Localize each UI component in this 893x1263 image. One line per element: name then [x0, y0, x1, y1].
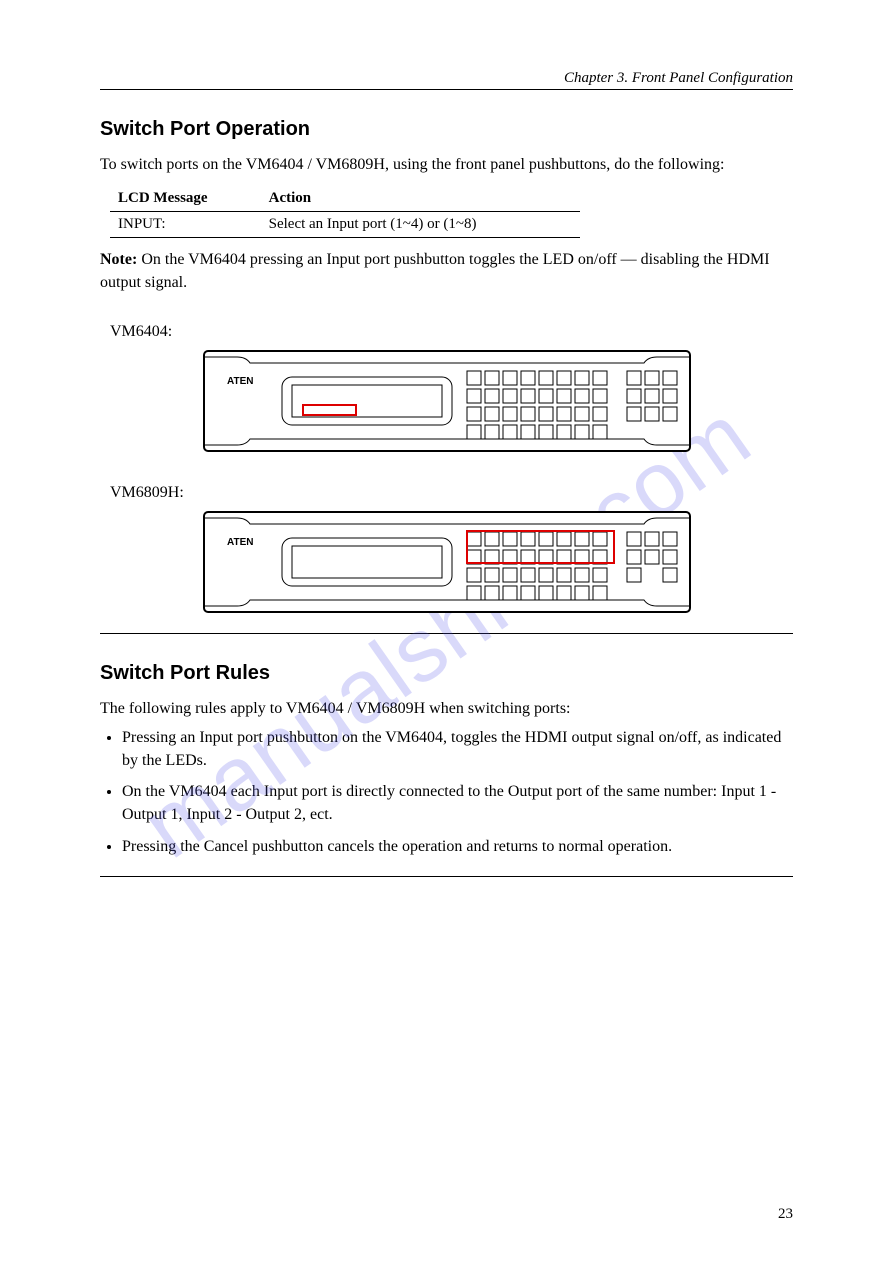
- device-vm6404-svg: ATEN: [202, 349, 692, 454]
- rule-item: Pressing the Cancel pushbutton cancels t…: [122, 835, 793, 858]
- table-header-lcd: LCD Message: [110, 186, 261, 212]
- highlight-rect-buttons: [466, 530, 615, 564]
- note-block: Note: On the VM6404 pressing an Input po…: [100, 248, 793, 294]
- instruction-table: LCD Message Action INPUT: Select an Inpu…: [110, 186, 580, 238]
- note-label: Note:: [100, 251, 137, 268]
- switch-port-intro: To switch ports on the VM6404 / VM6809H,…: [100, 153, 793, 176]
- rule-item: Pressing an Input port pushbutton on the…: [122, 726, 793, 772]
- brand-label: ATEN: [227, 537, 253, 548]
- table-header-action: Action: [261, 186, 580, 212]
- figure-vm6404: VM6404: ATEN: [100, 323, 793, 454]
- section-title-switch-port-op: Switch Port Operation: [100, 118, 793, 141]
- switch-rule-intro: The following rules apply to VM6404 / VM…: [100, 697, 793, 720]
- section-title-switch-port-rules: Switch Port Rules: [100, 662, 793, 685]
- table-cell-action: Select an Input port (1~4) or (1~8): [261, 212, 580, 238]
- note-text: On the VM6404 pressing an Input port pus…: [100, 251, 770, 291]
- table-cell-lcd: INPUT:: [110, 212, 261, 238]
- rule-item: On the VM6404 each Input port is directl…: [122, 780, 793, 826]
- page-number: 23: [778, 1206, 793, 1223]
- figure-label-vm6809h: VM6809H:: [110, 484, 793, 502]
- brand-label: ATEN: [227, 376, 253, 387]
- device-vm6809h-svg: ATEN: [202, 510, 692, 615]
- figure-vm6809h: VM6809H: ATEN: [100, 484, 793, 615]
- rules-list: Pressing an Input port pushbutton on the…: [122, 726, 793, 858]
- figure-label-vm6404: VM6404:: [110, 323, 793, 341]
- highlight-rect-lcd: [302, 404, 357, 416]
- page-header: Chapter 3. Front Panel Configuration: [100, 70, 793, 90]
